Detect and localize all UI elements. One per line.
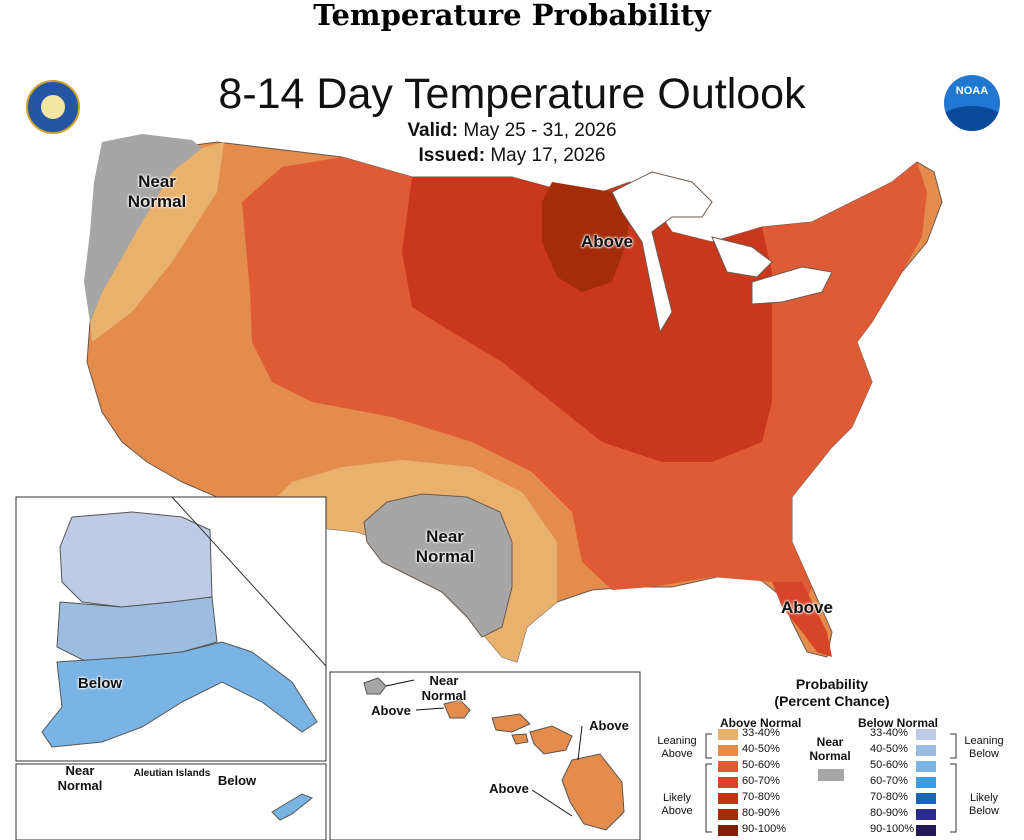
legend-above-range-4: 70-80% bbox=[742, 791, 780, 803]
legend-above-swatch-5 bbox=[718, 809, 738, 820]
legend-below-swatch-6 bbox=[916, 825, 936, 836]
region-aleutian-below bbox=[271, 793, 313, 821]
legend-above-swatch-4 bbox=[718, 793, 738, 804]
legend-above-swatch-2 bbox=[718, 761, 738, 772]
great-lakes bbox=[611, 171, 833, 334]
label-hawaii-above-west: Above bbox=[371, 703, 411, 718]
noaa-logo: NOAA bbox=[944, 75, 1000, 131]
label-alaska-below: Below bbox=[77, 675, 123, 692]
legend-above-range-1: 40-50% bbox=[742, 743, 780, 755]
legend-title: Probability (Percent Chance) bbox=[774, 676, 890, 709]
label-hawaii-near: Near Normal bbox=[421, 673, 467, 703]
legend-above-range-2: 50-60% bbox=[742, 759, 780, 771]
legend-below-range-0: 33-40% bbox=[870, 727, 908, 739]
label-texas: Near Normal bbox=[415, 527, 475, 566]
legend-below-swatch-5 bbox=[916, 809, 936, 820]
label-northwest: Near Normal bbox=[127, 172, 187, 211]
region-northwest-near-normal bbox=[84, 134, 202, 322]
legend-near-normal-swatch bbox=[818, 769, 844, 781]
outlook-map-panel: NOAA 8-14 Day Temperature Outlook Valid:… bbox=[12, 42, 1012, 840]
legend-below-range-1: 40-50% bbox=[870, 743, 908, 755]
legend-below-swatch-0 bbox=[916, 729, 936, 740]
legend-near-normal-label: Near Normal bbox=[809, 735, 851, 763]
legend-below-header: Below Normal bbox=[858, 716, 939, 730]
legend-above-range-3: 60-70% bbox=[742, 775, 780, 787]
region-hawaii-maui-above bbox=[491, 713, 573, 755]
legend-above-swatch-6 bbox=[718, 825, 738, 836]
region-conus-above-33-40 bbox=[90, 142, 224, 342]
region-conus-above-70-80 bbox=[542, 182, 630, 292]
region-conus-above-60-70 bbox=[402, 177, 772, 462]
valid-label: Valid: bbox=[407, 120, 459, 141]
label-aleutian-near: Near Normal bbox=[57, 763, 103, 793]
legend-below-range-4: 70-80% bbox=[870, 791, 908, 803]
issued-label: Issued: bbox=[418, 145, 486, 166]
legend-likely-below: Likely Below bbox=[969, 792, 999, 817]
region-texas-near-normal bbox=[363, 493, 513, 638]
legend-above-swatch-0 bbox=[718, 729, 738, 740]
legend-leaning-above: Leaning Above bbox=[657, 735, 697, 760]
region-alaska-below-33-40 bbox=[59, 511, 213, 608]
region-hawaii-oahu-above bbox=[443, 699, 471, 719]
valid-date-line: Valid: May 25 - 31, 2026 bbox=[312, 120, 712, 142]
label-aleutian-below: Below bbox=[217, 773, 257, 788]
legend-above-header: Above Normal bbox=[720, 716, 802, 730]
valid-value: May 25 - 31, 2026 bbox=[463, 120, 617, 141]
legend-below-range-5: 80-90% bbox=[870, 807, 908, 819]
label-aleutian-islands: Aleutian Islands bbox=[133, 768, 211, 779]
legend-above-range-0: 33-40% bbox=[742, 727, 780, 739]
region-hawaii-big-island-above bbox=[561, 753, 625, 831]
legend-above-range-5: 80-90% bbox=[742, 807, 780, 819]
region-florida-above-60-70 bbox=[772, 582, 832, 657]
map-title: 8-14 Day Temperature Outlook bbox=[218, 70, 806, 118]
label-hawaii-above-east: Above bbox=[589, 718, 629, 733]
label-florida-above: Above bbox=[781, 598, 833, 617]
legend-below-swatch-1 bbox=[916, 745, 936, 756]
label-midwest-above: Above bbox=[581, 232, 633, 251]
issued-date-line: Issued: May 17, 2026 bbox=[312, 145, 712, 167]
legend-below-range-6: 90-100% bbox=[870, 823, 915, 835]
issued-value: May 17, 2026 bbox=[490, 145, 606, 166]
legend-above-swatch-3 bbox=[718, 777, 738, 788]
commerce-seal-logo bbox=[26, 80, 80, 134]
aleutian-inset-frame bbox=[15, 763, 327, 840]
legend-below-swatch-4 bbox=[916, 793, 936, 804]
legend-below-range-3: 60-70% bbox=[870, 775, 908, 787]
legend-below-swatch-2 bbox=[916, 761, 936, 772]
label-hawaii-above-south: Above bbox=[489, 781, 529, 796]
region-hawaii-niihau-kauai-near bbox=[363, 677, 387, 695]
outlook-map bbox=[15, 134, 943, 840]
legend-above-range-6: 90-100% bbox=[742, 823, 787, 835]
legend-below-swatch-3 bbox=[916, 777, 936, 788]
legend-above-swatch-1 bbox=[718, 745, 738, 756]
legend-leaning-below: Leaning Below bbox=[964, 735, 1004, 760]
legend-below-range-2: 50-60% bbox=[870, 759, 908, 771]
page-header: Temperature Probability bbox=[313, 0, 711, 32]
legend-likely-above: Likely Above bbox=[661, 792, 693, 817]
